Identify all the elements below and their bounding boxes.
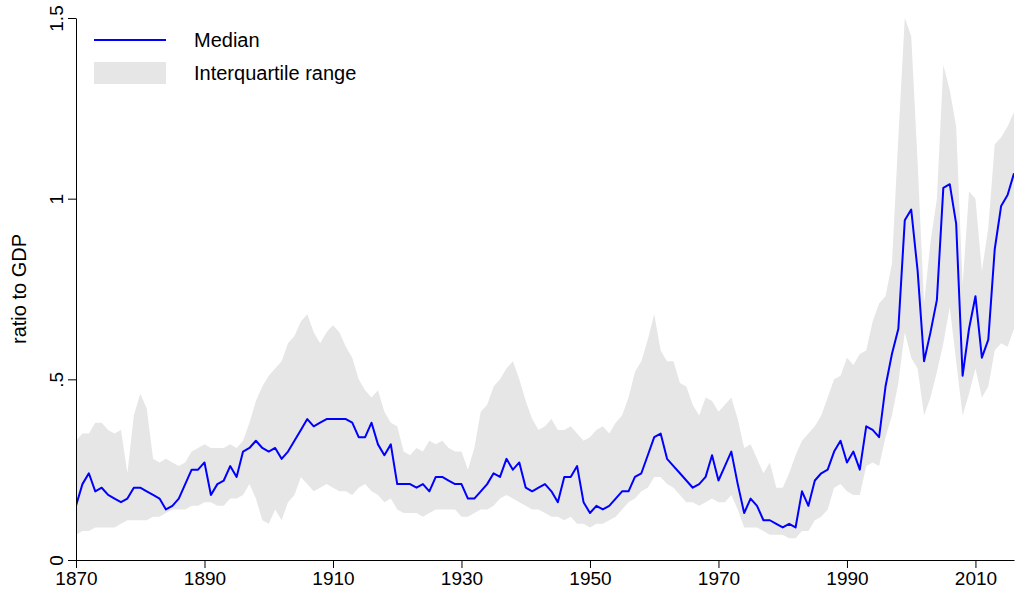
y-tick: .5 <box>46 372 76 388</box>
x-tick-label: 1890 <box>184 568 226 589</box>
x-tick-mark <box>76 560 77 568</box>
y-axis-title: ratio to GDP <box>8 234 30 344</box>
legend-swatch <box>94 62 166 84</box>
x-tick: 1990 <box>826 560 868 589</box>
x-tick: 1890 <box>184 560 226 589</box>
x-axis-line <box>77 560 1015 561</box>
x-tick-label: 1930 <box>441 568 483 589</box>
x-tick-mark <box>718 560 719 568</box>
y-tick: 1 <box>46 194 76 205</box>
x-tick-label: 1910 <box>312 568 354 589</box>
x-tick-label: 1990 <box>826 568 868 589</box>
y-axis-line <box>76 19 77 561</box>
y-tick-label: .5 <box>46 372 67 388</box>
y-tick-label: 1.5 <box>46 5 67 31</box>
x-tick-mark <box>590 560 591 568</box>
y-tick: 0 <box>46 555 76 566</box>
x-axis: 1870 1890 1910 1930 1950 1970 1990 2010 <box>55 560 1014 589</box>
x-tick-label: 2010 <box>955 568 997 589</box>
x-tick-mark <box>847 560 848 568</box>
y-tick-label: 1 <box>46 194 67 205</box>
y-tick-mark <box>68 560 76 561</box>
x-tick-mark <box>461 560 462 568</box>
legend-label: Interquartile range <box>194 62 356 84</box>
x-tick-mark <box>204 560 205 568</box>
x-tick-label: 1970 <box>698 568 740 589</box>
legend-label: Median <box>194 29 260 51</box>
legend: Median Interquartile range <box>94 29 356 84</box>
x-tick: 1930 <box>441 560 483 589</box>
chart: 1870 1890 1910 1930 1950 1970 1990 2010 0 .5 1 1.5 r… <box>0 0 1024 614</box>
y-tick: 1.5 <box>46 5 76 31</box>
x-tick-label: 1950 <box>569 568 611 589</box>
x-tick-label: 1870 <box>55 568 97 589</box>
interquartile-band <box>76 18 1014 538</box>
y-tick-mark <box>68 18 76 19</box>
y-axis: 0 .5 1 1.5 <box>46 5 77 566</box>
x-tick: 1970 <box>698 560 740 589</box>
x-tick: 1910 <box>312 560 354 589</box>
y-tick-label: 0 <box>46 555 67 566</box>
plot-area <box>76 18 1014 538</box>
x-tick: 2010 <box>955 560 997 589</box>
background <box>0 0 1024 614</box>
legend-swatch <box>94 39 166 41</box>
x-tick-mark <box>975 560 976 568</box>
x-tick-mark <box>333 560 334 568</box>
y-tick-mark <box>68 199 76 200</box>
y-tick-mark <box>68 379 76 380</box>
median-line <box>76 173 1014 527</box>
x-tick: 1950 <box>569 560 611 589</box>
